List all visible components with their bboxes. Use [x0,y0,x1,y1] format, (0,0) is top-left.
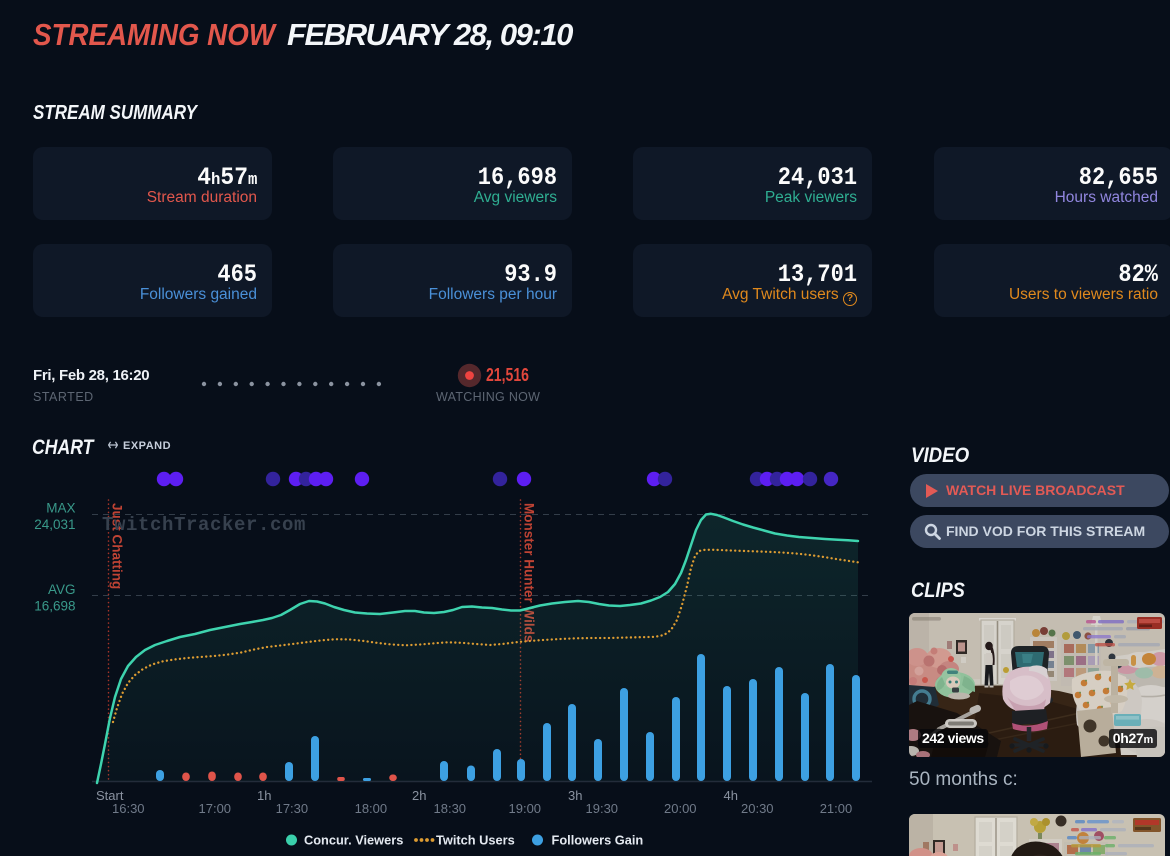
svg-text:18:30: 18:30 [434,801,467,816]
svg-text:16,698: 16,698 [34,599,75,614]
svg-text:20:30: 20:30 [741,801,774,816]
svg-text:3h: 3h [568,788,582,803]
svg-text:24,031: 24,031 [34,517,75,532]
svg-text:MAX: MAX [46,501,75,516]
svg-text:Start: Start [96,788,124,803]
svg-text:Just Chatting: Just Chatting [110,503,125,589]
svg-text:4h: 4h [724,788,738,803]
svg-text:1h: 1h [257,788,271,803]
svg-text:AVG: AVG [48,582,76,597]
svg-text:19:00: 19:00 [509,801,542,816]
svg-text:18:00: 18:00 [355,801,388,816]
svg-text:21:00: 21:00 [820,801,853,816]
svg-text:16:30: 16:30 [112,801,145,816]
svg-text:Followers Gain: Followers Gain [552,833,644,848]
svg-text:17:00: 17:00 [199,801,232,816]
svg-text:19:30: 19:30 [586,801,619,816]
svg-text:Concur. Viewers: Concur. Viewers [304,833,403,848]
svg-text:17:30: 17:30 [276,801,309,816]
svg-text:2h: 2h [412,788,426,803]
svg-text:TwitchTracker.com: TwitchTracker.com [102,514,306,536]
svg-text:Twitch Users: Twitch Users [436,833,515,848]
svg-text:20:00: 20:00 [664,801,697,816]
